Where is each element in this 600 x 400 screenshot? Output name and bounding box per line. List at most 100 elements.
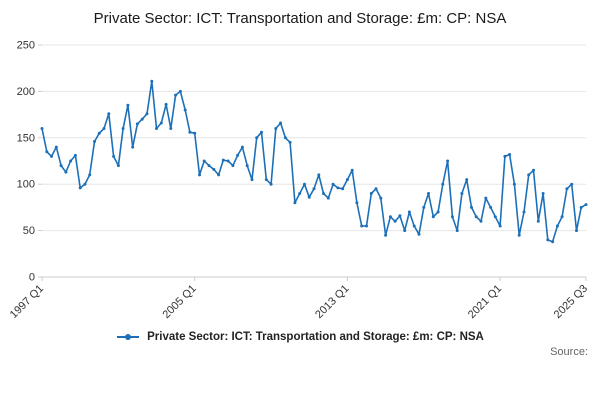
source-label: Source: bbox=[550, 346, 588, 359]
point-marker bbox=[417, 233, 421, 237]
point-marker bbox=[575, 229, 578, 233]
x-tick-label: 2005 Q1 bbox=[160, 283, 198, 321]
point-marker bbox=[341, 187, 345, 191]
point-marker bbox=[279, 121, 283, 125]
point-marker bbox=[331, 182, 335, 186]
point-marker bbox=[269, 182, 273, 186]
point-marker bbox=[250, 178, 254, 182]
legend-label: Private Sector: ICT: Transportation and … bbox=[147, 331, 484, 344]
point-marker bbox=[145, 112, 149, 116]
point-marker bbox=[470, 206, 473, 210]
point-marker bbox=[93, 140, 96, 144]
point-marker bbox=[188, 130, 192, 134]
point-marker bbox=[193, 131, 197, 135]
point-marker bbox=[365, 224, 368, 228]
point-marker bbox=[317, 173, 321, 177]
point-marker bbox=[493, 215, 497, 219]
point-marker bbox=[522, 210, 526, 214]
point-marker bbox=[369, 192, 373, 196]
point-marker bbox=[460, 192, 464, 196]
point-marker bbox=[126, 104, 130, 108]
point-marker bbox=[97, 131, 101, 135]
point-marker bbox=[45, 150, 49, 154]
plot-area: 0 50 100 150 200 250 1997 Q1 2005 Q1 2013 Q1 2021… bbox=[0, 31, 600, 327]
point-marker bbox=[102, 127, 106, 131]
y-tick-label: 100 bbox=[17, 179, 35, 191]
point-marker bbox=[527, 173, 531, 177]
legend-item[interactable]: Private Sector: ICT: Transportation and … bbox=[0, 331, 600, 343]
point-marker bbox=[427, 192, 430, 196]
x-tick-label: 2013 Q1 bbox=[313, 283, 351, 321]
point-marker bbox=[212, 168, 216, 172]
point-marker bbox=[336, 186, 340, 190]
point-marker bbox=[164, 103, 168, 107]
point-marker bbox=[64, 170, 68, 174]
point-marker bbox=[40, 127, 44, 131]
point-marker bbox=[560, 215, 564, 219]
point-marker bbox=[303, 182, 306, 186]
point-marker bbox=[450, 215, 454, 219]
x-tick-label: 2025 Q3 bbox=[552, 283, 590, 321]
point-marker bbox=[398, 214, 402, 218]
y-tick-label: 0 bbox=[29, 272, 35, 284]
point-marker bbox=[546, 238, 550, 242]
point-marker bbox=[260, 130, 263, 134]
point-marker bbox=[541, 192, 545, 196]
point-marker bbox=[512, 182, 516, 186]
point-marker bbox=[135, 122, 139, 126]
point-marker bbox=[178, 90, 182, 94]
point-marker bbox=[245, 164, 249, 168]
point-marker bbox=[150, 79, 154, 83]
point-marker bbox=[350, 169, 354, 173]
chart-title: Private Sector: ICT: Transportation and … bbox=[93, 10, 507, 27]
point-marker bbox=[112, 155, 116, 159]
point-marker bbox=[570, 182, 574, 186]
point-marker bbox=[503, 155, 507, 159]
point-marker bbox=[54, 145, 58, 149]
point-marker bbox=[116, 164, 120, 168]
point-marker bbox=[107, 112, 111, 116]
point-marker bbox=[88, 173, 92, 177]
point-marker bbox=[169, 127, 173, 131]
point-marker bbox=[264, 178, 268, 182]
point-marker bbox=[226, 159, 230, 163]
point-marker bbox=[345, 178, 349, 182]
point-marker bbox=[121, 127, 125, 131]
point-marker bbox=[455, 229, 459, 233]
point-marker bbox=[69, 159, 73, 163]
point-marker bbox=[240, 145, 244, 149]
point-marker bbox=[159, 121, 163, 125]
point-marker bbox=[50, 155, 53, 159]
point-marker bbox=[484, 196, 488, 200]
point-marker bbox=[479, 220, 483, 224]
point-marker bbox=[584, 203, 588, 207]
point-marker bbox=[403, 229, 407, 233]
point-marker bbox=[78, 186, 82, 190]
point-marker bbox=[374, 187, 378, 191]
point-marker bbox=[322, 192, 325, 196]
point-marker bbox=[555, 224, 559, 228]
point-marker bbox=[551, 240, 555, 244]
y-tick-label: 50 bbox=[23, 225, 35, 237]
point-marker bbox=[436, 210, 440, 214]
point-marker bbox=[255, 136, 259, 140]
point-marker bbox=[293, 201, 297, 205]
point-marker bbox=[326, 196, 330, 200]
point-marker bbox=[532, 169, 535, 173]
point-marker bbox=[59, 164, 63, 168]
point-marker bbox=[231, 164, 235, 168]
point-marker bbox=[236, 154, 240, 158]
point-marker bbox=[431, 215, 435, 219]
y-tick-label: 150 bbox=[17, 133, 35, 145]
point-marker bbox=[412, 224, 416, 228]
point-marker bbox=[360, 224, 364, 228]
point-marker bbox=[422, 206, 426, 210]
point-marker bbox=[131, 145, 135, 149]
point-marker bbox=[83, 182, 87, 186]
point-marker bbox=[355, 201, 359, 205]
point-marker bbox=[446, 159, 450, 163]
point-marker bbox=[73, 154, 77, 158]
point-marker bbox=[274, 127, 278, 131]
point-marker bbox=[517, 233, 521, 237]
line-chart: 0 50 100 150 200 250 1997 Q1 2005 Q1 2013 Q1 2021… bbox=[8, 40, 590, 321]
